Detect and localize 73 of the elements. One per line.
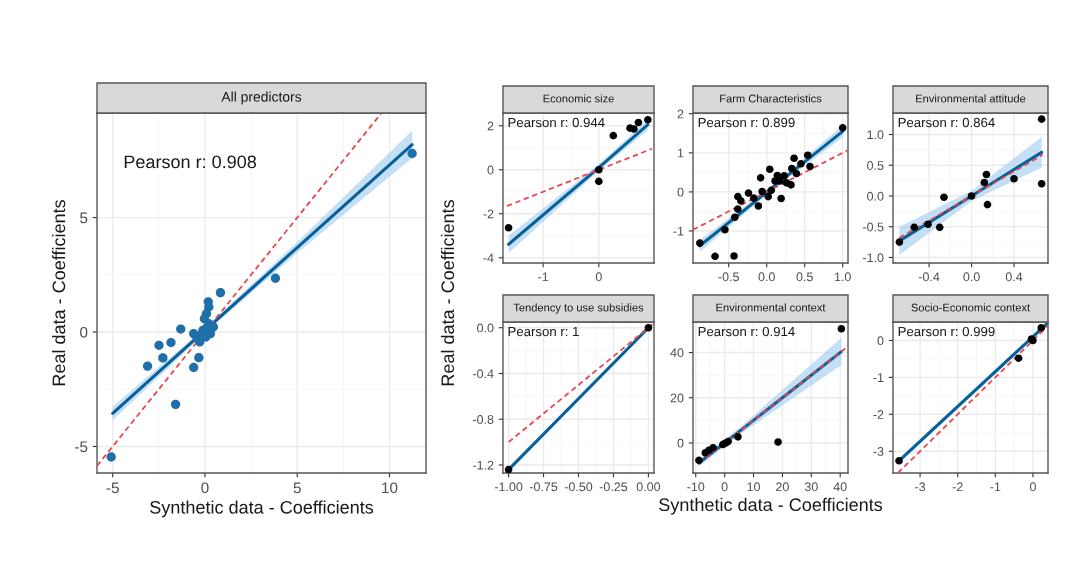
y-tick-label: -1 [673, 226, 684, 236]
y-tick-label: 0 [677, 187, 684, 197]
y-tick-label: 5 [80, 212, 88, 224]
x-tick-label: -3 [915, 482, 926, 492]
y-tick-label: 0 [80, 326, 88, 338]
y-tick-label: 40 [670, 348, 684, 358]
y-tick-label: 2 [677, 109, 684, 119]
chart-title: Farm Characteristics [720, 94, 822, 103]
x-tick-label: -1 [538, 272, 549, 282]
x-tick-label: -0.25 [599, 482, 628, 492]
x-axis-title: Synthetic data - Coefficients [659, 497, 883, 515]
y-tick-label: -2 [483, 209, 494, 219]
chart-title: Environmental context [716, 303, 826, 312]
annotation: Pearson r: 1 [508, 327, 579, 337]
x-axis-title: Synthetic data - Coefficients [150, 500, 374, 518]
chart-title: Environmental attitude [916, 94, 1026, 103]
chart-title: Tendency to use subsidies [513, 303, 644, 314]
x-tick-label: 0.0 [963, 272, 980, 282]
y-tick-label: 0 [677, 438, 684, 448]
y-tick-label: -1.0 [862, 253, 884, 263]
annotation: Pearson r: 0.908 [124, 155, 257, 169]
y-axis-title: Real data - Coefficients [440, 199, 455, 386]
y-tick-label: -1 [873, 373, 884, 382]
annotation: Pearson r: 0.914 [698, 326, 795, 337]
y-tick-label: 0.5 [867, 161, 884, 170]
x-tick-label: 5 [293, 482, 301, 494]
x-tick-label: 10 [382, 482, 398, 494]
y-tick-label: 2 [487, 121, 494, 131]
y-tick-label: -4 [483, 253, 494, 263]
x-tick-label: -0.5 [718, 272, 739, 282]
y-axis-title: Real data - Coefficients [52, 199, 66, 386]
y-tick-label: 0.0 [867, 191, 884, 201]
x-tick-label: 0 [595, 272, 602, 282]
x-tick-label: 0 [1029, 482, 1036, 492]
y-tick-label: -2 [873, 410, 884, 419]
x-tick-label: 0 [201, 482, 209, 494]
y-tick-label: 1.0 [867, 130, 884, 140]
y-tick-label: 0 [877, 336, 884, 346]
x-tick-label: 1.0 [834, 272, 851, 282]
y-tick-label: -5 [75, 441, 88, 453]
y-tick-label: 20 [670, 393, 684, 403]
x-tick-label: -1 [990, 482, 1001, 492]
y-tick-label: 0.0 [477, 323, 494, 333]
annotation: Pearson r: 0.899 [698, 117, 795, 128]
y-tick-label: 0 [487, 165, 494, 175]
x-tick-label: -2 [952, 482, 963, 492]
x-tick-label: 40 [833, 482, 847, 492]
x-tick-label: 30 [804, 482, 818, 492]
y-tick-label: 1 [677, 148, 684, 158]
y-tick-label: -3 [873, 447, 884, 456]
x-tick-label: -5 [106, 482, 119, 494]
y-tick-label: -0.5 [862, 222, 884, 232]
x-tick-label: 0.4 [1005, 272, 1023, 282]
x-tick-label: 20 [776, 482, 789, 492]
x-tick-label: -10 [687, 482, 705, 492]
x-tick-label: -0.50 [564, 482, 593, 492]
chart-title: Socio-Economic context [911, 303, 1031, 312]
x-tick-label: -0.4 [918, 272, 940, 282]
x-tick-label: 0.00 [636, 482, 661, 492]
x-tick-label: 10 [747, 482, 760, 492]
annotation: Pearson r: 0.999 [898, 326, 995, 337]
y-tick-label: -1.2 [472, 460, 494, 470]
chart-title: Economic size [543, 94, 614, 103]
x-tick-label: 0 [721, 482, 728, 492]
y-tick-label: -0.4 [472, 369, 494, 379]
chart-title: All predictors [221, 91, 302, 105]
annotation: Pearson r: 0.944 [508, 117, 605, 128]
x-tick-label: -0.75 [529, 482, 558, 492]
annotation: Pearson r: 0.864 [898, 117, 995, 128]
x-tick-label: 0.5 [796, 272, 813, 282]
x-tick-label: -1.00 [494, 482, 523, 492]
y-tick-label: -0.8 [472, 415, 494, 424]
x-tick-label: 0.0 [758, 272, 775, 282]
